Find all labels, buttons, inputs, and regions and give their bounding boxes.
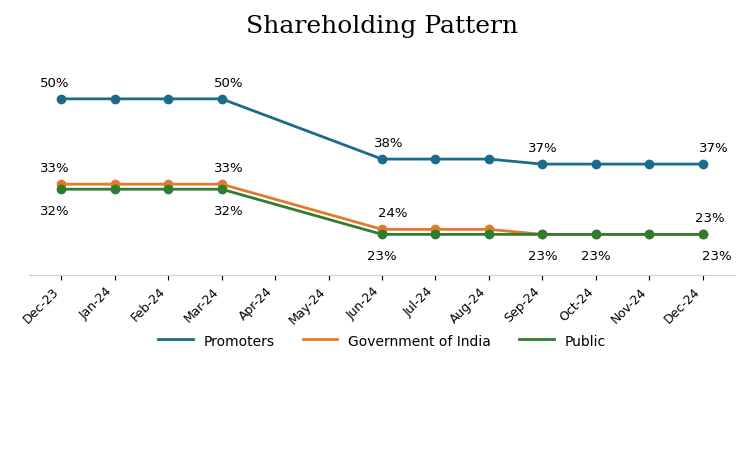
Text: 23%: 23% [581,249,611,262]
Text: 23%: 23% [528,249,557,262]
Text: 32%: 32% [214,204,244,217]
Public [111,187,120,193]
Text: 37%: 37% [528,142,557,155]
Text: 23%: 23% [702,249,732,262]
Text: 50%: 50% [214,77,244,89]
Public [57,187,66,193]
Promoters [431,157,440,162]
Public [324,217,333,222]
Promoters [324,137,333,143]
Promoters [378,157,387,162]
Government of India [698,232,707,238]
Public [164,187,173,193]
Government of India [484,227,493,233]
Government of India [57,182,66,188]
Text: 24%: 24% [378,207,408,220]
Text: 23%: 23% [695,212,724,225]
Government of India [644,232,653,238]
Line: Government of India: Government of India [62,185,702,235]
Promoters [538,162,547,167]
Public [484,232,493,238]
Promoters [271,117,280,122]
Public [431,232,440,238]
Promoters [57,97,66,102]
Promoters [164,97,173,102]
Line: Public: Public [62,190,702,235]
Promoters [111,97,120,102]
Public [217,187,226,193]
Text: 23%: 23% [367,249,397,262]
Text: 37%: 37% [699,142,729,155]
Government of India [538,232,547,238]
Government of India [431,227,440,233]
Government of India [324,212,333,217]
Promoters [217,97,226,102]
Text: 50%: 50% [40,77,69,89]
Government of India [111,182,120,188]
Public [378,232,387,238]
Text: 38%: 38% [374,137,404,150]
Government of India [271,197,280,202]
Government of India [378,227,387,233]
Title: Shareholding Pattern: Shareholding Pattern [246,15,518,38]
Promoters [698,162,707,167]
Promoters [644,162,653,167]
Text: 33%: 33% [214,161,244,175]
Promoters [484,157,493,162]
Text: 33%: 33% [40,161,69,175]
Promoters [591,162,600,167]
Public [538,232,547,238]
Public [271,202,280,207]
Public [644,232,653,238]
Public [698,232,707,238]
Public [591,232,600,238]
Government of India [217,182,226,188]
Government of India [591,232,600,238]
Legend: Promoters, Government of India, Public: Promoters, Government of India, Public [153,329,611,354]
Text: 32%: 32% [40,204,69,217]
Line: Promoters: Promoters [62,100,702,165]
Government of India [164,182,173,188]
